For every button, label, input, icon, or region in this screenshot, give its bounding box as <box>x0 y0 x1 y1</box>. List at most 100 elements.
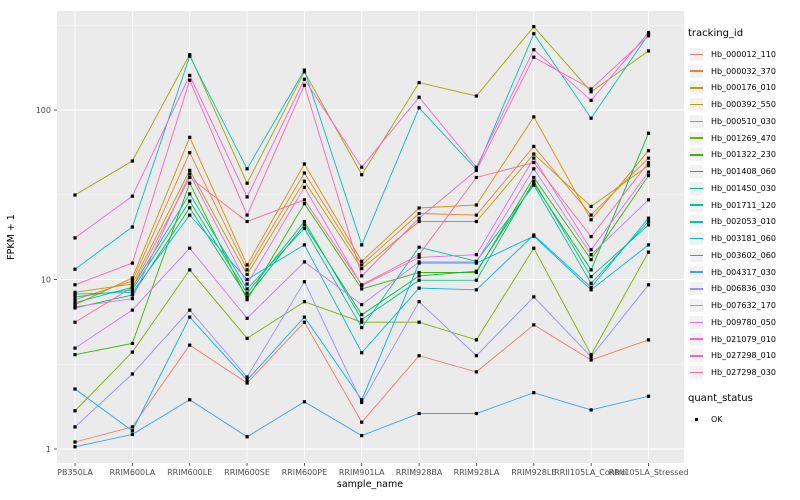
data-point-Hb_027298_010 <box>130 261 134 265</box>
legend-item-Hb_002053_010: Hb_002053_010 <box>688 214 800 231</box>
data-point-Hb_021079_010 <box>188 73 192 77</box>
data-point-Hb_001408_060 <box>589 268 593 272</box>
data-point-Hb_003181_060 <box>417 286 421 290</box>
data-point-Hb_000392_550 <box>646 164 651 168</box>
legend-item-Hb_000012_110: Hb_000012_110 <box>688 46 800 63</box>
data-point-Hb_006836_030 <box>73 425 77 429</box>
legend-key <box>690 198 703 212</box>
data-point-Hb_000176_010 <box>646 149 651 153</box>
data-point-Hb_004317_030 <box>73 445 77 449</box>
legend-item-label: Hb_003181_060 <box>711 234 776 244</box>
data-point-Hb_003181_060 <box>360 351 364 355</box>
data-point-Hb_000176_010 <box>302 162 306 166</box>
legend-item-Hb_000176_010: Hb_000176_010 <box>688 80 800 97</box>
data-point-Hb_000176_010 <box>188 135 192 139</box>
data-point-Hb_007632_170 <box>474 260 478 264</box>
data-point-Hb_001269_470 <box>360 320 364 324</box>
data-point-Hb_006836_030 <box>589 355 593 359</box>
data-point-Hb_007632_170 <box>73 346 77 350</box>
legend-key-line <box>690 304 703 307</box>
data-point-Hb_007632_170 <box>302 260 306 264</box>
data-point-Hb_001711_120 <box>417 245 421 249</box>
data-point-Hb_000012_110 <box>532 323 536 327</box>
data-point-Hb_027298_010 <box>646 34 651 38</box>
legend-key-line <box>690 221 703 223</box>
data-point-Hb_003181_060 <box>302 243 306 247</box>
data-point-Hb_009780_050 <box>474 253 478 257</box>
legend-key-line <box>690 103 703 106</box>
legend-item-Hb_001408_060: Hb_001408_060 <box>688 163 800 180</box>
data-point-Hb_006836_030 <box>245 375 249 379</box>
data-point-Hb_001711_120 <box>646 219 651 224</box>
data-point-Hb_001269_470 <box>417 320 421 324</box>
data-point-Hb_021079_010 <box>417 95 421 99</box>
quant-legend-item-label: OK <box>711 414 723 424</box>
data-point-Hb_027298_010 <box>188 78 192 82</box>
data-point-Hb_027298_030 <box>474 175 478 180</box>
legend-key-line <box>690 254 703 257</box>
data-point-Hb_003181_060 <box>589 285 593 289</box>
y-tick-label: 1 <box>46 445 51 454</box>
data-point-Hb_021079_010 <box>360 165 364 169</box>
data-point-Hb_004317_030 <box>474 411 478 416</box>
legend-item-label: Hb_000032_370 <box>711 66 776 76</box>
data-point-Hb_007632_170 <box>360 303 364 307</box>
data-point-Hb_000012_110 <box>188 343 192 347</box>
data-point-Hb_021079_010 <box>73 236 77 240</box>
data-point-Hb_000012_110 <box>130 425 134 429</box>
data-point-Hb_000510_030 <box>302 70 306 74</box>
data-point-Hb_001408_060 <box>646 131 651 135</box>
data-point-Hb_006836_030 <box>302 280 306 284</box>
data-point-Hb_027298_010 <box>474 168 478 172</box>
data-point-Hb_000510_030 <box>474 94 478 98</box>
legend-item-label: Hb_002053_010 <box>711 217 776 227</box>
legend-key <box>690 315 703 329</box>
data-point-Hb_021079_010 <box>245 195 249 199</box>
data-point-Hb_000176_010 <box>245 263 249 267</box>
data-point-Hb_021079_010 <box>532 48 536 52</box>
data-point-Hb_001450_030 <box>474 278 478 282</box>
data-point-Hb_001450_030 <box>130 288 134 292</box>
data-point-Hb_027298_010 <box>589 87 593 91</box>
legend-key <box>690 366 703 380</box>
legend-item-label: Hb_004317_030 <box>711 267 776 277</box>
data-point-Hb_021079_010 <box>130 194 134 198</box>
data-point-Hb_001322_230 <box>73 353 77 357</box>
data-point-Hb_027298_010 <box>73 283 77 287</box>
legend-key <box>690 64 703 78</box>
data-point-Hb_000510_030 <box>589 90 593 94</box>
legend-item-label: Hb_000176_010 <box>711 83 776 93</box>
legend-key <box>690 181 703 195</box>
data-point-Hb_001322_230 <box>417 270 421 275</box>
legend-key <box>690 332 703 346</box>
data-point-Hb_021079_010 <box>646 31 651 35</box>
data-point-Hb_007632_170 <box>417 260 421 264</box>
data-point-Hb_003181_060 <box>646 216 651 220</box>
data-point-Hb_000012_110 <box>73 440 77 444</box>
data-point-Hb_001711_120 <box>245 287 249 291</box>
data-point-Hb_007632_170 <box>188 246 192 250</box>
data-point-Hb_000032_370 <box>532 144 536 148</box>
data-point-Hb_000176_010 <box>417 206 421 210</box>
data-point-Hb_003181_060 <box>188 213 192 217</box>
legend-item-Hb_001269_470: Hb_001269_470 <box>688 130 800 147</box>
data-point-Hb_001711_120 <box>302 226 306 231</box>
data-point-Hb_000176_010 <box>360 259 364 263</box>
data-point-Hb_003602_060 <box>245 378 249 382</box>
quant-legend-items: OK <box>688 411 800 428</box>
data-point-Hb_001269_470 <box>646 250 651 254</box>
data-point-Hb_001450_030 <box>417 278 421 282</box>
data-point-Hb_003181_060 <box>474 288 478 292</box>
data-point-Hb_001322_230 <box>302 202 306 206</box>
data-point-Hb_001711_120 <box>532 183 536 187</box>
data-point-Hb_004317_030 <box>245 435 249 439</box>
data-point-Hb_001450_030 <box>532 179 536 183</box>
legend-key <box>690 47 703 61</box>
data-point-Hb_001322_230 <box>646 174 651 178</box>
data-point-Hb_006836_030 <box>646 283 651 287</box>
legend-item-label: Hb_001711_120 <box>711 200 776 210</box>
legend-item-Hb_001711_120: Hb_001711_120 <box>688 197 800 214</box>
data-point-Hb_007632_170 <box>532 167 536 171</box>
data-point-Hb_027298_030 <box>417 253 421 257</box>
data-point-Hb_001711_120 <box>589 281 593 285</box>
